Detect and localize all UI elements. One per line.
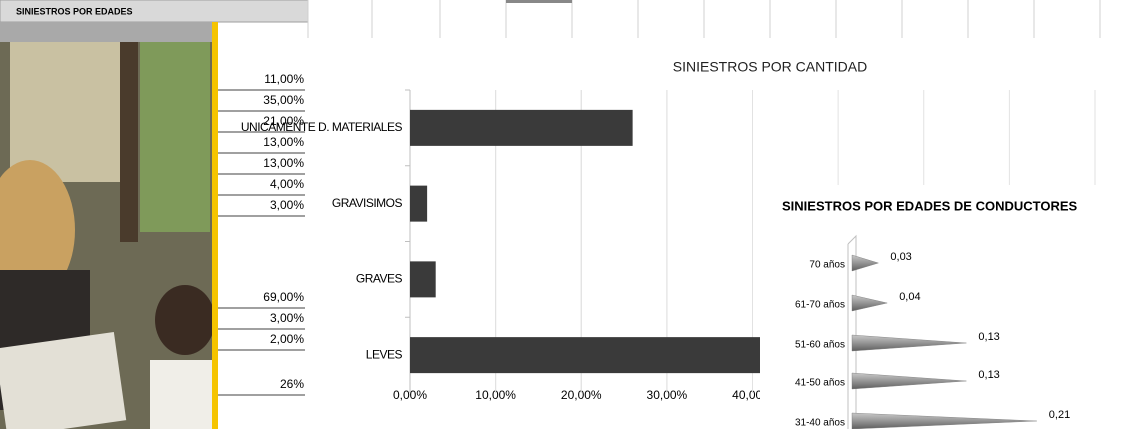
x-tick-label: 10,00% <box>475 388 516 402</box>
sheet-title: SINIESTROS POR EDADES <box>16 6 133 16</box>
chart-area <box>760 185 1135 429</box>
cone <box>851 254 880 272</box>
y-tick-label: GRAVES <box>356 272 403 286</box>
bar <box>410 185 428 222</box>
cell-value: 21,00% <box>263 114 304 128</box>
x-tick-label: 30,00% <box>647 388 688 402</box>
x-tick-label: 20,00% <box>561 388 602 402</box>
cell-value: 35,00% <box>263 93 304 107</box>
y-tick-label: GRAVISIMOS <box>332 196 403 210</box>
sheet-gridlines <box>307 0 1101 38</box>
cell-value: 11,00% <box>264 72 304 86</box>
cone <box>851 334 967 352</box>
chart-title: SINIESTROS POR EDADES DE CONDUCTORES <box>782 198 1078 213</box>
cell-value: 13,00% <box>263 156 304 170</box>
cell-value: 4,00% <box>270 177 304 191</box>
axis-wall <box>847 234 857 429</box>
y-tick-label: LEVES <box>366 347 403 361</box>
cell-value: 3,00% <box>270 311 304 325</box>
cell-value: 3,00% <box>270 198 304 212</box>
chart-title: SINIESTROS POR CANTIDAD <box>673 59 867 75</box>
y-tick-label: 41-50 años <box>795 378 845 389</box>
x-tick-label: 40,00% <box>732 388 773 402</box>
selected-column <box>506 0 572 3</box>
cell-value: 26% <box>280 377 304 391</box>
y-tick-label: 51-60 años <box>795 340 845 351</box>
cell-value: 2,00% <box>270 332 304 346</box>
data-label: 0,13 <box>978 369 999 381</box>
photo <box>0 22 218 429</box>
y-tick-label: 61-70 años <box>795 300 845 311</box>
data-label: 0,21 <box>1049 409 1070 421</box>
bar <box>410 261 436 298</box>
data-label: 0,03 <box>890 251 911 263</box>
chart: 70 años 0,03 61-70 años 0,04 51-60 años 0,13 4… <box>795 234 1070 429</box>
y-tick-label: 31-40 años <box>795 418 845 429</box>
cell-value: 13,00% <box>263 135 304 149</box>
bar <box>410 109 633 146</box>
x-tick-label: 0,00% <box>393 388 427 402</box>
cell-group: 11,00% 35,00% 21,00% 13,00% 13,00% 4,00% 3,00%… <box>218 72 308 396</box>
y-tick-label: UNICAMENTE D. MATERIALES <box>241 120 403 134</box>
cone <box>851 412 1037 429</box>
cone <box>851 294 888 312</box>
data-label: 0,04 <box>899 291 920 303</box>
y-tick-label: 70 años <box>809 260 845 271</box>
data-label: 0,13 <box>978 331 999 343</box>
cone <box>851 372 967 390</box>
cell-value: 69,00% <box>263 290 304 304</box>
